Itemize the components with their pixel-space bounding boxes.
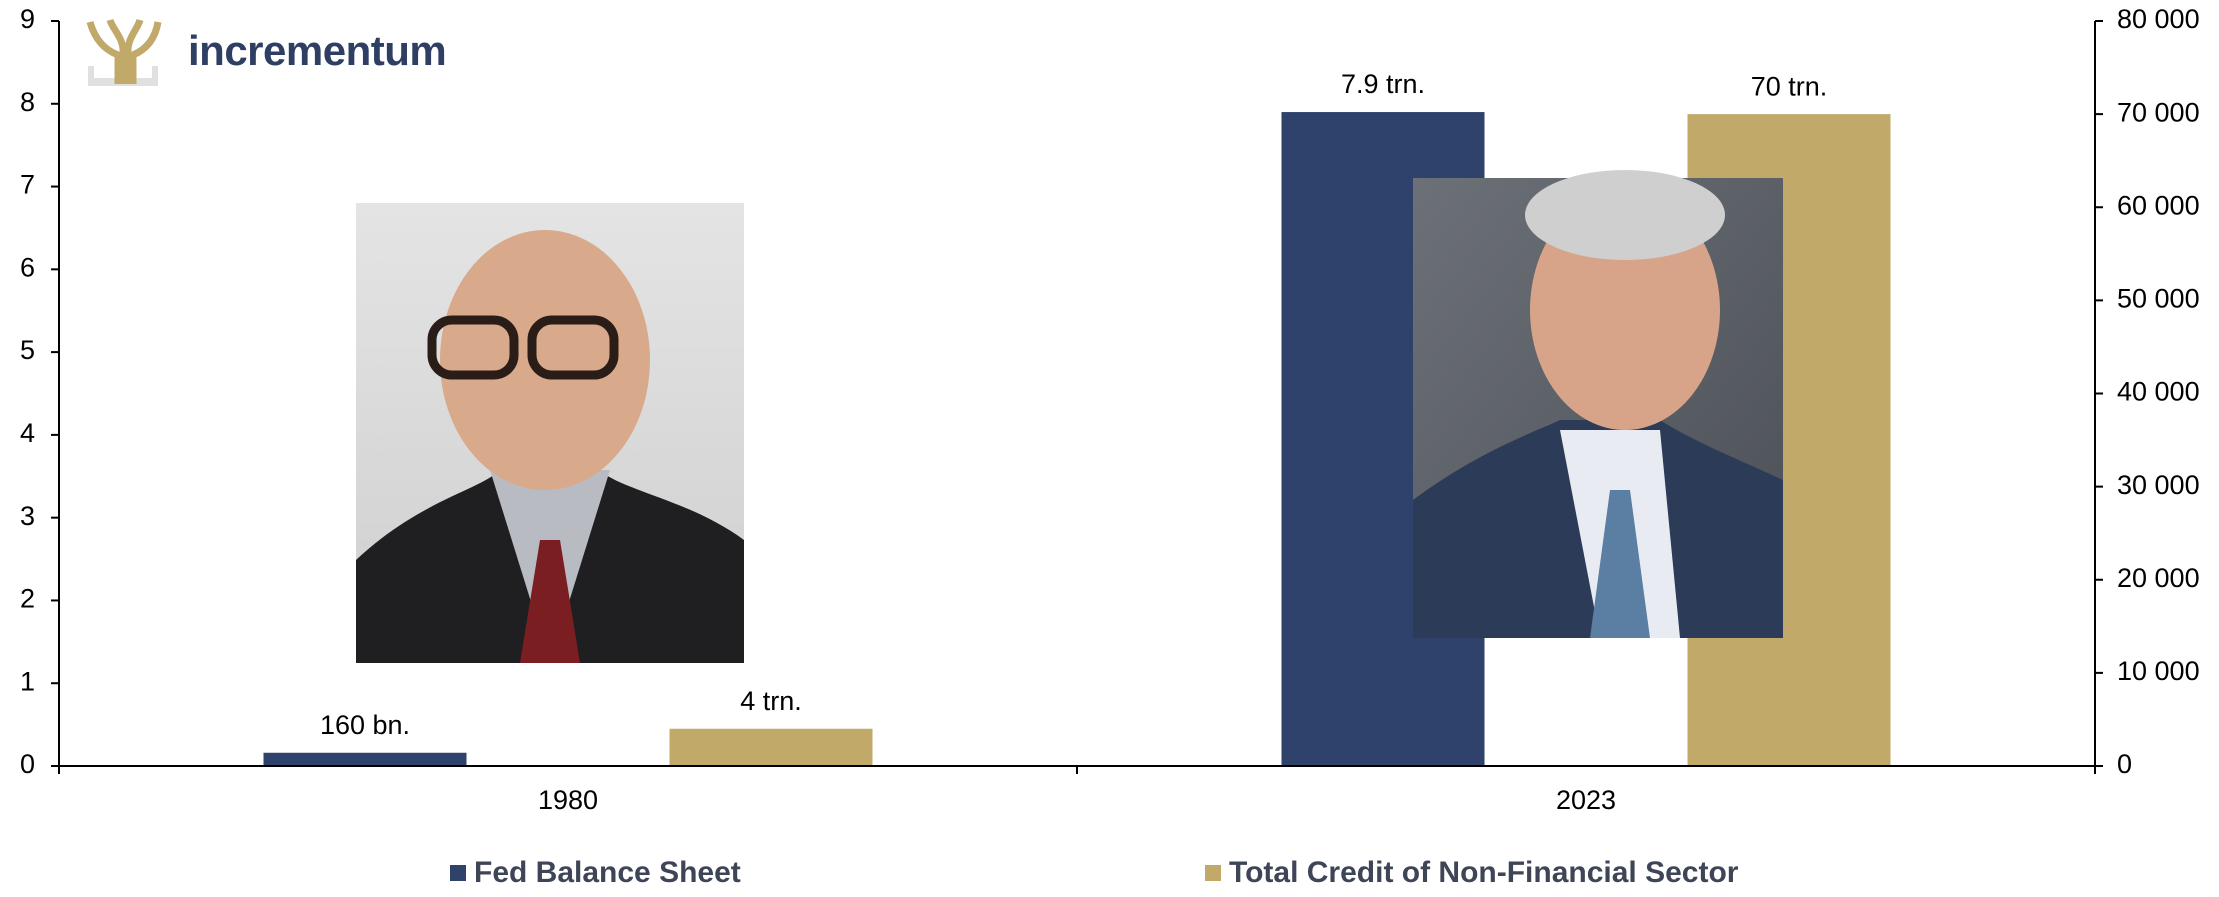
y-tick-label: 6 [20,252,35,282]
logo: incrementum [86,18,447,86]
value-label: 160 bn. [320,710,410,740]
y-tick-label: 7 [20,170,35,200]
y-tick-label: 9 [20,4,35,34]
x-tick-label: 1980 [538,785,598,815]
y-tick-label: 5 [20,335,35,365]
y2-tick-label: 50 000 [2117,284,2200,314]
value-label: 7.9 trn. [1341,69,1425,99]
bar [263,752,467,766]
y-tick-label: 2 [20,584,35,614]
y2-tick-label: 40 000 [2117,377,2200,407]
y-tick-label: 0 [20,749,35,779]
y2-tick-label: 60 000 [2117,190,2200,220]
value-label: 4 trn. [740,686,802,716]
logo-text: incrementum [188,27,446,74]
y2-tick-label: 20 000 [2117,563,2200,593]
legend: Total Credit of Non-Financial Sector [1229,856,1739,889]
y2-tick-label: 70 000 [2117,97,2200,127]
x-tick-label: 2023 [1556,785,1616,815]
legend: Fed Balance Sheet [474,856,741,889]
value-label: 70 trn. [1751,71,1828,101]
y2-tick-label: 10 000 [2117,656,2200,686]
y2-tick-label: 80 000 [2117,4,2200,34]
legend-swatch [1205,865,1221,881]
y-tick-label: 3 [20,501,35,531]
y2-tick-label: 0 [2117,749,2132,779]
y2-tick-label: 30 000 [2117,470,2200,500]
y-tick-label: 1 [20,666,35,696]
legend-swatch [450,865,466,881]
photo-2023 [1413,170,1783,638]
y-tick-label: 8 [20,87,35,117]
bar [669,728,873,766]
y-tick-label: 4 [20,418,35,448]
photo-1980 [356,203,744,663]
